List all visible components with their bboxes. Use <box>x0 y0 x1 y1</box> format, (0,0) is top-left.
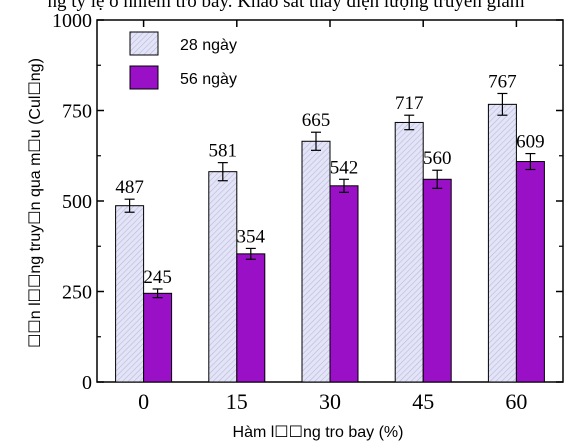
bar-56-45 <box>422 178 452 383</box>
y-axis-title: ☐☐n l☐☐ng truy☐n qua m☐u (Cul☐ng) <box>27 58 44 348</box>
bar-28-15 <box>208 171 238 383</box>
data-label-28-30: 665 <box>302 110 331 131</box>
y-tick-label-0: 0 <box>82 372 92 394</box>
bar-56-30 <box>329 185 359 383</box>
x-tick-label-45: 45 <box>412 389 434 414</box>
x-tick-label-0: 0 <box>138 389 149 414</box>
bar-28-30 <box>301 140 331 383</box>
legend-label-28: 28 ngày <box>180 37 237 54</box>
data-label-28-45: 717 <box>395 93 424 114</box>
bar-28-0 <box>115 205 145 383</box>
data-label-28-60: 767 <box>488 71 517 92</box>
legend-swatch-28 <box>129 31 159 56</box>
data-label-56-30: 542 <box>330 157 359 178</box>
x-axis-title: Hàm l☐☐ng tro bay (%) <box>233 424 404 441</box>
bar-56-15 <box>236 253 266 383</box>
x-tick-label-30: 30 <box>319 389 341 414</box>
x-tick-label-60: 60 <box>505 389 527 414</box>
data-label-28-15: 581 <box>209 141 238 162</box>
bar-28-45 <box>394 121 424 383</box>
y-tick-label-750: 750 <box>62 101 92 123</box>
legend: 28 ngày 56 ngày <box>129 31 237 90</box>
data-label-56-0: 245 <box>143 267 172 288</box>
legend-swatch-56 <box>129 65 159 90</box>
y-tick-label-1000: 1000 <box>52 10 92 32</box>
bar-28-60 <box>487 103 517 383</box>
data-label-56-60: 609 <box>516 132 545 153</box>
bar-56-0 <box>143 292 173 383</box>
bar-56-60 <box>515 161 545 383</box>
x-tick-label-15: 15 <box>226 389 248 414</box>
caption-fragment: ng tỷ lệ ô nhiễm tro bay. Khảo sát thấy … <box>47 0 525 11</box>
data-label-56-15: 354 <box>237 226 266 247</box>
y-tick-label-250: 250 <box>62 282 92 304</box>
y-tick-label-500: 500 <box>62 191 92 213</box>
data-label-56-45: 560 <box>423 148 452 169</box>
data-label-28-0: 487 <box>115 177 144 198</box>
legend-label-56: 56 ngày <box>180 71 237 88</box>
